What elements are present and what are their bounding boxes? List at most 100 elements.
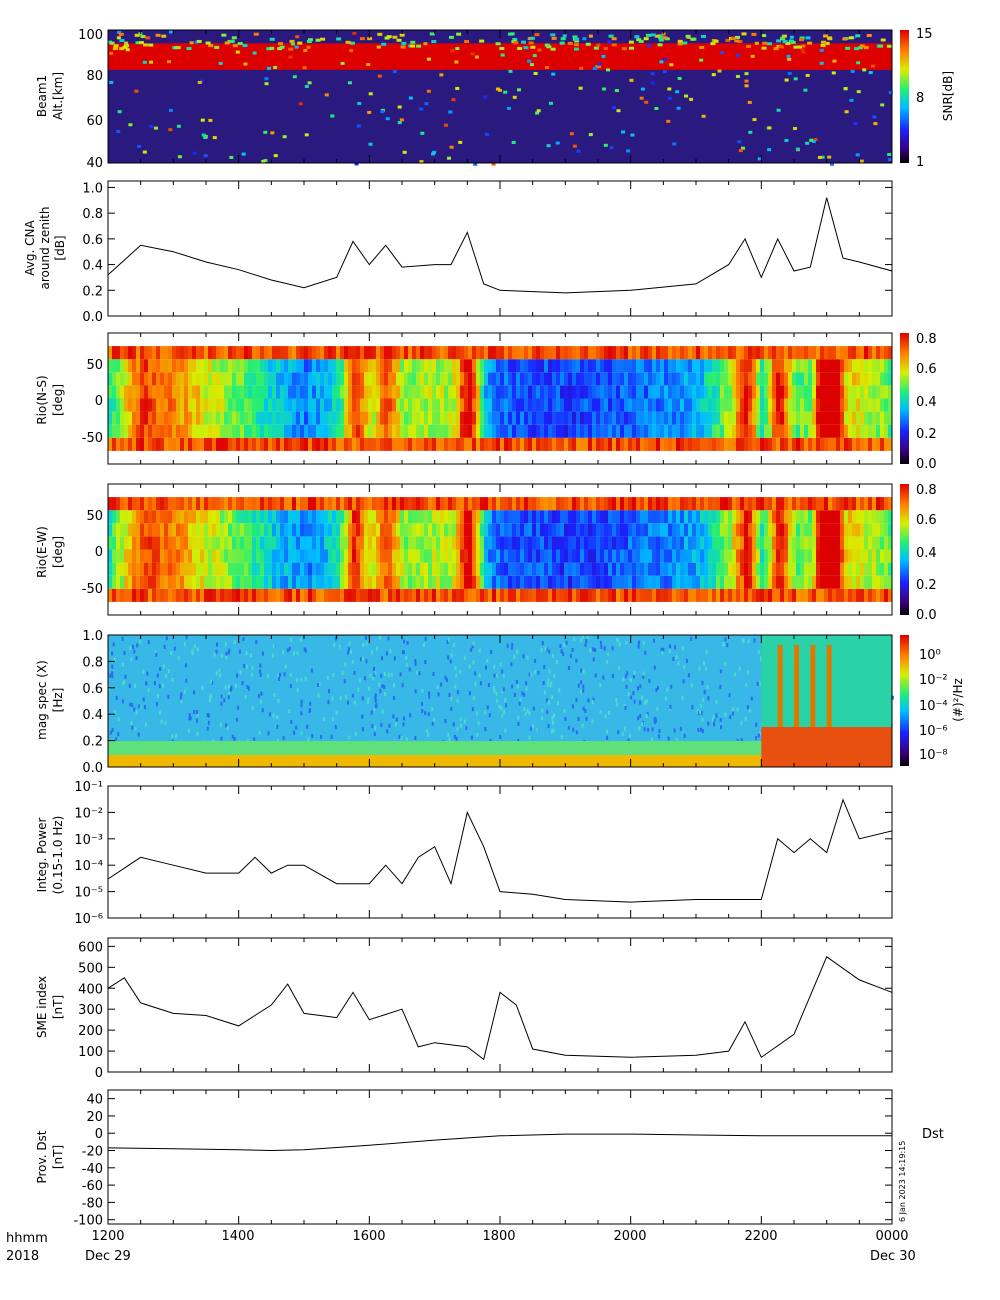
rio-cell: [840, 372, 845, 386]
rio-cell: [264, 588, 269, 602]
rio-cell: [708, 549, 713, 563]
rio-cell: [336, 359, 341, 373]
spec-cell: [372, 676, 375, 681]
rio-cell: [672, 411, 677, 425]
rio-cell: [568, 497, 573, 511]
rio-cell: [164, 523, 169, 537]
rio-cell: [324, 536, 329, 550]
rio-cell: [428, 588, 433, 602]
rio-cell: [728, 588, 733, 602]
rio-cell: [740, 536, 745, 550]
snr-cell: [527, 59, 532, 63]
snr-cell: [601, 87, 606, 91]
rio-cell: [312, 372, 317, 386]
rio-cell: [408, 398, 413, 412]
rio-cell: [296, 536, 301, 550]
rio-cell: [348, 497, 353, 511]
snr-cell: [508, 69, 513, 73]
rio-cell: [552, 549, 557, 563]
rio-cell: [220, 549, 225, 563]
rio-cell: [424, 385, 429, 399]
rio-cell: [340, 359, 345, 373]
snr-cell: [636, 38, 642, 42]
rio-cell: [820, 346, 825, 360]
rio-cell: [376, 588, 381, 602]
snr-cell: [109, 51, 114, 55]
rio-cell: [184, 575, 189, 589]
rio-cell: [112, 575, 117, 589]
snr-cell: [455, 86, 460, 90]
rio-cell: [640, 385, 645, 399]
rio-cell: [700, 536, 705, 550]
spec-cell: [215, 649, 218, 654]
rio-cell: [612, 523, 617, 537]
rio-cell: [764, 385, 769, 399]
rio-cell: [460, 398, 465, 412]
spec-cell: [705, 666, 708, 671]
rio-cell: [452, 575, 457, 589]
rio-cell: [132, 588, 137, 602]
rio-cell: [168, 437, 173, 451]
spec-cell: [563, 642, 566, 647]
rio-cell: [500, 385, 505, 399]
snr-cell: [863, 46, 869, 50]
spec-cell: [209, 679, 212, 684]
rio-cell: [164, 510, 169, 524]
rio-cell: [832, 549, 837, 563]
rio-cell: [260, 385, 265, 399]
rio-cell: [212, 359, 217, 373]
spec-cell: [145, 722, 148, 727]
rio-cell: [368, 411, 373, 425]
rio-cell: [268, 510, 273, 524]
rio-cell: [888, 346, 893, 360]
rio-cell: [132, 575, 137, 589]
rio-cell: [464, 411, 469, 425]
rio-cell: [172, 523, 177, 537]
rio-cell: [116, 398, 121, 412]
rio-cell: [380, 346, 385, 360]
rio-cell: [584, 424, 589, 438]
rio-cell: [184, 510, 189, 524]
rio-cell: [120, 372, 125, 386]
rio-cell: [568, 510, 573, 524]
rio-cell: [368, 385, 373, 399]
rio-cell: [816, 588, 821, 602]
rio-cell: [588, 575, 593, 589]
rio-cell: [668, 588, 673, 602]
rio-cell: [256, 346, 261, 360]
rio-cell: [152, 385, 157, 399]
rio-cell: [532, 372, 537, 386]
spec-cell: [575, 658, 578, 663]
rio-cell: [856, 536, 861, 550]
rio-cell: [716, 497, 721, 511]
rio-cell: [412, 346, 417, 360]
rio-cell: [612, 575, 617, 589]
rio-cell: [828, 398, 833, 412]
snr-cell: [122, 45, 128, 49]
snr-cell: [385, 117, 390, 121]
rio-cell: [840, 346, 845, 360]
rio-cell: [600, 523, 605, 537]
rio-cell: [772, 588, 777, 602]
rio-cell: [816, 510, 821, 524]
rio-cell: [636, 385, 641, 399]
rio-cell: [396, 523, 401, 537]
rio-cell: [232, 424, 237, 438]
rio-cell: [516, 536, 521, 550]
rio-cell: [740, 398, 745, 412]
spec-cell: [153, 681, 156, 686]
rio-cell: [688, 510, 693, 524]
rio-cell: [680, 398, 685, 412]
rio-cell: [472, 510, 477, 524]
rio-cell: [540, 359, 545, 373]
rio-cell: [252, 385, 257, 399]
snr-cell: [396, 38, 402, 42]
spec-cell: [440, 682, 443, 687]
rio-cell: [804, 523, 809, 537]
rio-cell: [324, 385, 329, 399]
rio-cell: [640, 346, 645, 360]
rio-cell: [424, 424, 429, 438]
spec-cell: [540, 716, 543, 721]
rio-cell: [284, 398, 289, 412]
spec-cell: [582, 688, 585, 693]
